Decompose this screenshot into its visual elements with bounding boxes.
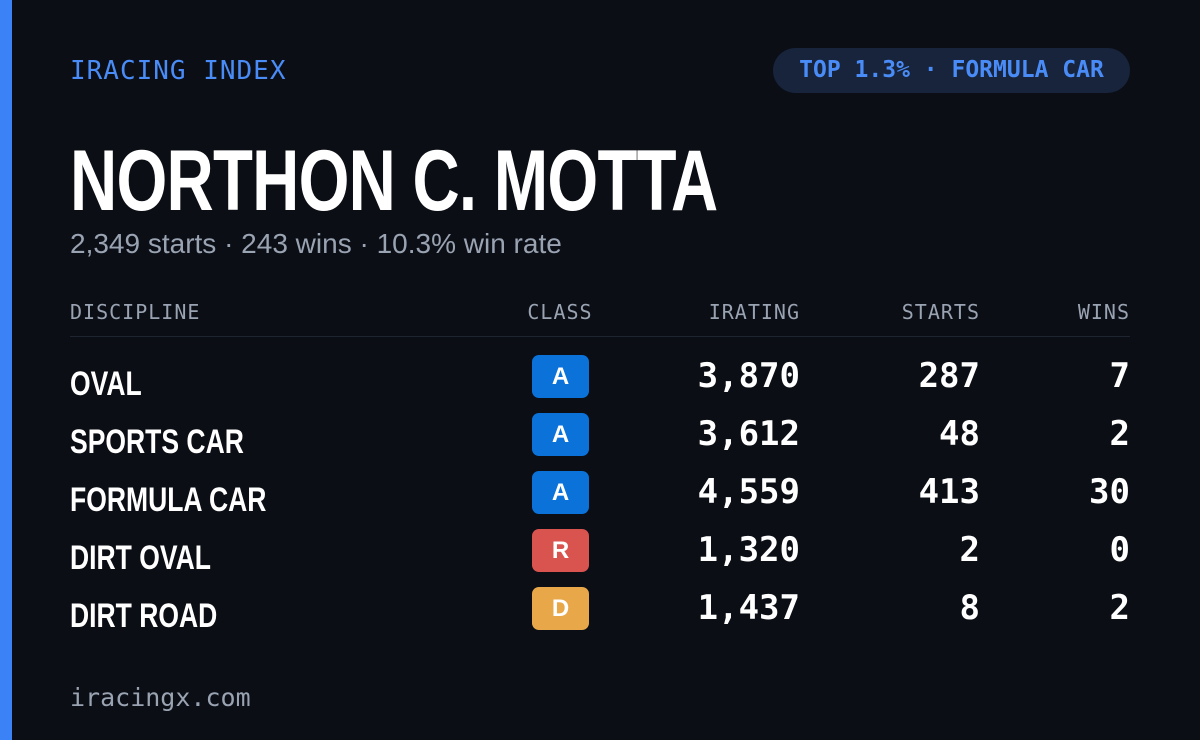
wins-value: 2 — [1109, 588, 1130, 628]
irating-value: 3,612 — [697, 414, 800, 454]
footer-site: iracingx.com — [70, 683, 251, 712]
brand: IRACING INDEX — [70, 56, 287, 86]
irating-value: 1,320 — [697, 530, 800, 570]
wins-value: 2 — [1109, 414, 1130, 454]
driver-name: NORTHON C. MOTTA — [70, 133, 718, 229]
wins-value: 7 — [1109, 356, 1130, 396]
discipline: DIRT OVAL — [70, 539, 211, 577]
rank-badge: TOP 1.3% · FORMULA CAR — [773, 48, 1130, 93]
wins-value: 0 — [1109, 530, 1130, 570]
starts-value: 413 — [918, 472, 980, 512]
class-badge: A — [532, 471, 589, 514]
column-header: IRATING — [708, 300, 800, 324]
column-header: WINS — [1077, 300, 1130, 324]
discipline: SPORTS CAR — [70, 423, 244, 461]
irating-value: 3,870 — [697, 356, 800, 396]
accent-bar — [0, 0, 12, 740]
starts-value: 48 — [939, 414, 980, 454]
starts-value: 287 — [918, 356, 980, 396]
class-badge: D — [532, 587, 589, 630]
irating-value: 4,559 — [697, 472, 800, 512]
starts-value: 8 — [959, 588, 980, 628]
header-rule — [70, 336, 1130, 337]
discipline: DIRT ROAD — [70, 597, 218, 635]
wins-value: 30 — [1089, 472, 1130, 512]
discipline: OVAL — [70, 365, 142, 403]
irating-value: 1,437 — [697, 588, 800, 628]
class-badge: R — [532, 529, 589, 572]
class-badge: A — [532, 413, 589, 456]
column-header: DISCIPLINE — [70, 300, 201, 324]
discipline: FORMULA CAR — [70, 481, 267, 519]
column-header: CLASS — [527, 300, 593, 324]
starts-value: 2 — [959, 530, 980, 570]
summary: 2,349 starts · 243 wins · 10.3% win rate — [70, 228, 562, 259]
column-header: STARTS — [901, 300, 980, 324]
class-badge: A — [532, 355, 589, 398]
